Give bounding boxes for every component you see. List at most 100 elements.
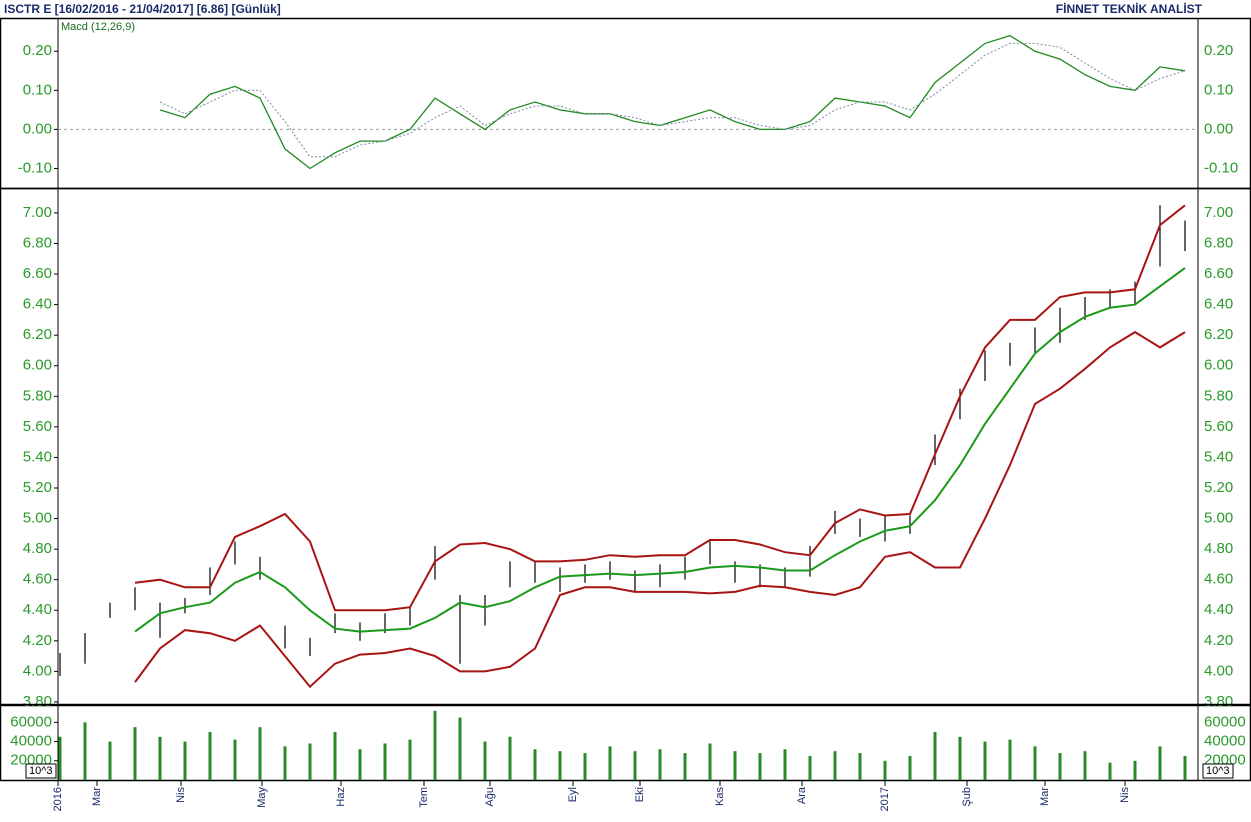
volume-bar: [508, 736, 512, 780]
y-tick-label-right: 4.40: [1204, 601, 1233, 618]
y-tick-label: 4.40: [23, 601, 52, 618]
volume-bar: [733, 751, 737, 780]
x-tick-label: Mar: [1039, 787, 1051, 806]
macd-title: Macd (12,26,9): [61, 21, 135, 33]
volume-bar: [1108, 762, 1112, 780]
y-tick-label: 0.10: [23, 81, 52, 98]
x-tick-label: Nis: [1119, 787, 1131, 803]
unit-box: [25, 763, 57, 779]
volume-bar: [58, 736, 62, 780]
volume-bar: [133, 727, 137, 780]
volume-bar: [108, 741, 112, 780]
volume-bar: [408, 739, 412, 780]
volume-bar: [233, 739, 237, 780]
x-tick-label: Haz: [335, 787, 347, 807]
volume-bar: [208, 731, 212, 780]
volume-bar: [383, 743, 387, 780]
y-tick-label: 5.40: [23, 448, 52, 465]
volume-bar: [83, 722, 87, 780]
y-tick-label: 5.20: [23, 479, 52, 496]
volume-bar: [1083, 751, 1087, 780]
y-tick-label: 40000: [10, 733, 52, 750]
y-tick-label-right: 4.60: [1204, 571, 1233, 588]
volume-bar: [558, 751, 562, 780]
x-tick-label: Eki: [634, 787, 646, 802]
volume-bar: [1058, 753, 1062, 780]
volume-bar: [758, 753, 762, 780]
header-title: ISCTR E [16/02/2016 - 21/04/2017] [6.86]…: [4, 2, 281, 16]
volume-bar: [633, 751, 637, 780]
volume-bar: [483, 741, 487, 780]
volume-bar: [333, 731, 337, 780]
volume-bar: [1008, 739, 1012, 780]
y-tick-label-right: 6.20: [1204, 326, 1233, 343]
y-tick-label-right: 6.80: [1204, 234, 1233, 251]
y-tick-label: 4.20: [23, 632, 52, 649]
y-tick-label: 3.80: [23, 693, 52, 710]
volume-bar: [1183, 755, 1187, 780]
y-tick-label: -0.10: [18, 159, 52, 176]
volume-bar: [258, 727, 262, 780]
y-tick-label-right: 5.20: [1204, 479, 1233, 496]
y-tick-label-right: 4.80: [1204, 540, 1233, 557]
x-tick-label: 2016: [52, 787, 64, 811]
volume-bar: [1033, 746, 1037, 780]
unit-label-right: 10^3: [1206, 765, 1230, 777]
volume-bar: [783, 749, 787, 780]
y-tick-label-right: 6.00: [1204, 357, 1233, 374]
y-tick-label-right: 0.20: [1204, 42, 1233, 59]
volume-bar: [158, 736, 162, 780]
volume-bar: [808, 755, 812, 780]
y-tick-label-right: 0.10: [1204, 81, 1233, 98]
y-tick-label: 6.60: [23, 265, 52, 282]
y-tick-label: 4.60: [23, 571, 52, 588]
y-tick-label: 5.80: [23, 387, 52, 404]
y-tick-label: 5.00: [23, 510, 52, 527]
y-tick-label: 4.00: [23, 662, 52, 679]
y-tick-label-right: 5.00: [1204, 510, 1233, 527]
volume-bar: [658, 749, 662, 780]
y-tick-label-right: 6.40: [1204, 296, 1233, 313]
y-tick-label: 6.40: [23, 296, 52, 313]
volume-bar: [833, 751, 837, 780]
volume-bar: [608, 746, 612, 780]
volume-bar: [308, 743, 312, 780]
series-line: [159, 42, 1186, 158]
volume-bar: [983, 741, 987, 780]
y-tick-label-right: 5.40: [1204, 448, 1233, 465]
y-tick-label-right: 4.20: [1204, 632, 1233, 649]
volume-bar: [908, 755, 912, 780]
x-tick-label: Kas: [714, 787, 726, 806]
volume-bar: [933, 731, 937, 780]
volume-bar: [683, 753, 687, 780]
volume-bar: [958, 736, 962, 780]
x-tick-label: Şub: [961, 787, 973, 807]
volume-bar: [583, 753, 587, 780]
x-tick-label: Eyl: [567, 787, 579, 802]
y-tick-label: 6.00: [23, 357, 52, 374]
x-tick-label: Nis: [175, 787, 187, 803]
y-tick-label: 60000: [10, 713, 52, 730]
y-tick-label-right: 5.60: [1204, 418, 1233, 435]
volume-bar: [458, 717, 462, 780]
y-tick-label: 0.00: [23, 120, 52, 137]
volume-bar: [533, 749, 537, 780]
y-tick-label-right: 4.00: [1204, 662, 1233, 679]
y-tick-label: 5.60: [23, 418, 52, 435]
header-brand: FİNNET TEKNİK ANALİST: [1056, 1, 1203, 16]
volume-bar: [1133, 760, 1137, 780]
y-tick-label-right: 0.00: [1204, 120, 1233, 137]
volume-bar: [883, 760, 887, 780]
series-line: [134, 330, 1186, 689]
x-tick-label: 2017: [879, 787, 891, 811]
y-tick-label: 6.20: [23, 326, 52, 343]
volume-bar: [708, 743, 712, 780]
volume-bar: [433, 710, 437, 780]
y-tick-label: 7.00: [23, 204, 52, 221]
y-tick-label-right: -0.10: [1204, 159, 1238, 176]
unit-label: 10^3: [29, 765, 53, 777]
x-tick-label: Ağu: [484, 787, 496, 807]
unit-box-right: [1202, 763, 1234, 779]
